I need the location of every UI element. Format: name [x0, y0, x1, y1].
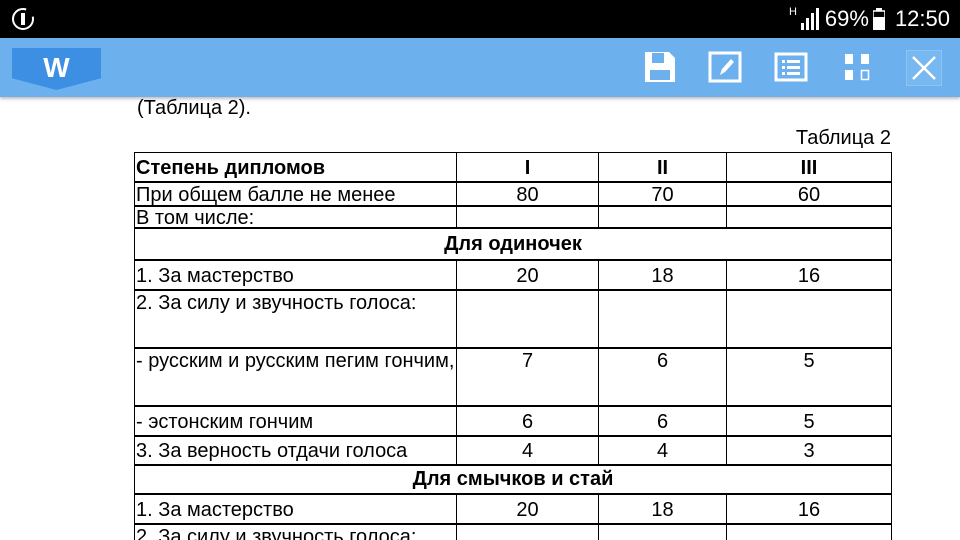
- diploma-i-value: 7: [456, 347, 599, 407]
- close-icon: [912, 56, 936, 80]
- table-section-row: Для смычков и стай: [134, 464, 892, 495]
- table-row: 1. За мастерство 20 18 16: [134, 259, 892, 291]
- app-toolbar: W: [0, 38, 960, 97]
- diploma-i-value: [456, 205, 599, 229]
- close-button[interactable]: [906, 50, 942, 86]
- diploma-ii-value: 4: [598, 435, 727, 466]
- diploma-ii-value: [598, 205, 727, 229]
- row-label: 1. За мастерство: [134, 493, 457, 525]
- row-label: Степень дипломов: [134, 152, 457, 183]
- diploma-iii-value: 5: [726, 347, 892, 407]
- network-type: H: [788, 6, 797, 18]
- diploma-ii-value: 18: [598, 259, 727, 291]
- diploma-iii-value: [726, 523, 892, 540]
- table-caption: Таблица 2: [795, 127, 891, 149]
- table-row: Степень дипломов I II III: [134, 152, 892, 183]
- diploma-ii-value: 6: [598, 405, 727, 437]
- clock: 12:50: [894, 6, 950, 31]
- row-label: В том числе:: [134, 205, 457, 229]
- battery-percent: 69%: [824, 6, 869, 31]
- row-label: 1. За мастерство: [134, 259, 457, 291]
- row-label: 2. За силу и звучность голоса:: [134, 289, 457, 349]
- edit-icon: [708, 51, 742, 83]
- diploma-iii-value: 16: [726, 493, 892, 525]
- diploma-iii-value: [726, 289, 892, 349]
- battery-icon: [872, 8, 885, 30]
- diploma-i-value: 20: [456, 259, 599, 291]
- row-label: - эстонским гончим: [134, 405, 457, 437]
- document-view[interactable]: (Таблица 2). Таблица 2 Степень дипломов I…: [0, 97, 960, 540]
- diploma-i-value: I: [456, 152, 599, 183]
- table-row: 1. За мастерство 20 18 16: [134, 493, 892, 525]
- diploma-i-value: 6: [456, 405, 599, 437]
- section-heading: Для смычков и стай: [134, 464, 892, 495]
- save-button[interactable]: [643, 50, 677, 84]
- diploma-i-value: 20: [456, 493, 599, 525]
- table-row: В том числе:: [134, 205, 892, 229]
- table-row: 3. За верность отдачи голоса 4 4 3: [134, 435, 892, 466]
- diploma-ii-value: [598, 289, 727, 349]
- diploma-ii-value: [598, 523, 727, 540]
- row-label: 2. За силу и звучность голоса:: [134, 523, 457, 540]
- diploma-iii-value: III: [726, 152, 892, 183]
- grid-icon: [845, 54, 870, 81]
- table-row: 2. За силу и звучность голоса:: [134, 289, 892, 349]
- signal-icon: [800, 8, 819, 30]
- table-row: При общем балле не менее 80 70 60: [134, 181, 892, 207]
- diploma-i-value: 80: [456, 181, 599, 207]
- row-label: При общем балле не менее: [134, 181, 457, 207]
- diploma-iii-value: 3: [726, 435, 892, 466]
- diploma-iii-value: 16: [726, 259, 892, 291]
- diploma-iii-value: [726, 205, 892, 229]
- diploma-ii-value: 18: [598, 493, 727, 525]
- app-logo-button[interactable]: W: [12, 48, 101, 90]
- table-row: 2. За силу и звучность голоса:: [134, 523, 892, 540]
- cleaner-icon: [12, 8, 34, 30]
- intro-text: (Таблица 2).: [137, 97, 251, 119]
- edit-button[interactable]: [708, 50, 742, 84]
- diploma-i-value: 4: [456, 435, 599, 466]
- table-row: - русским и русским пегим гончим, 7 6 5: [134, 347, 892, 407]
- diploma-ii-value: 6: [598, 347, 727, 407]
- save-icon: [645, 52, 675, 82]
- table-section-row: Для одиночек: [134, 227, 892, 261]
- table-row: - эстонским гончим 6 6 5: [134, 405, 892, 437]
- diploma-ii-value: 70: [598, 181, 727, 207]
- list-button[interactable]: [774, 50, 808, 84]
- diploma-i-value: [456, 523, 599, 540]
- grid-button[interactable]: [840, 50, 874, 84]
- list-icon: [774, 52, 808, 82]
- diploma-iii-value: 60: [726, 181, 892, 207]
- row-label: - русским и русским пегим гончим,: [134, 347, 457, 407]
- section-heading: Для одиночек: [134, 227, 892, 261]
- row-label: 3. За верность отдачи голоса: [134, 435, 457, 466]
- diploma-iii-value: 5: [726, 405, 892, 437]
- diploma-i-value: [456, 289, 599, 349]
- diploma-ii-value: II: [598, 152, 727, 183]
- status-bar: H 69% 12:50: [0, 0, 960, 38]
